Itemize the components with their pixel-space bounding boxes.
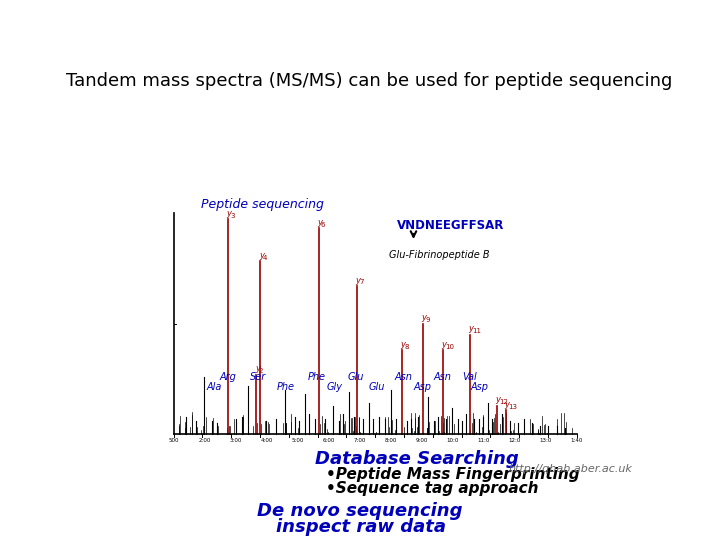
Text: 4: 4 [262, 255, 266, 261]
Text: Asp: Asp [413, 382, 431, 392]
Text: y: y [441, 340, 446, 349]
Text: y: y [318, 218, 323, 227]
Text: 2:00: 2:00 [199, 438, 211, 443]
Text: 6: 6 [320, 222, 325, 228]
Text: Asn: Asn [434, 372, 452, 382]
Text: Arg: Arg [220, 372, 237, 382]
Text: y: y [356, 275, 361, 285]
Text: De novo sequencing: De novo sequencing [256, 502, 462, 520]
Text: Database Searching: Database Searching [315, 450, 518, 468]
Text: 7: 7 [359, 279, 364, 286]
Text: 11: 11 [472, 328, 481, 334]
Text: Glu: Glu [348, 372, 364, 382]
Text: y: y [255, 364, 260, 373]
Text: y: y [400, 340, 405, 349]
Text: 4:00: 4:00 [261, 438, 273, 443]
Text: 9:00: 9:00 [415, 438, 428, 443]
Text: Asn: Asn [395, 372, 413, 382]
Text: 11:0: 11:0 [477, 438, 490, 443]
Text: Val: Val [462, 372, 477, 382]
Text: 10:0: 10:0 [446, 438, 459, 443]
Text: 13:0: 13:0 [539, 438, 552, 443]
Text: Glu: Glu [369, 382, 385, 392]
Text: inspect raw data: inspect raw data [276, 517, 446, 536]
Text: 500: 500 [168, 438, 179, 443]
Text: 7:00: 7:00 [354, 438, 366, 443]
Text: 1:40: 1:40 [570, 438, 583, 443]
Bar [174, 213, 577, 434]
Text: http://qbab.aber.ac.uk: http://qbab.aber.ac.uk [508, 464, 632, 475]
Text: VNDNEEGFFSAR: VNDNEEGFFSAR [397, 219, 505, 232]
Text: 5:00: 5:00 [292, 438, 304, 443]
Text: 12:0: 12:0 [508, 438, 521, 443]
Text: Phe: Phe [307, 372, 325, 382]
Text: 8: 8 [404, 344, 409, 350]
Text: 9: 9 [425, 317, 430, 323]
Text: Glu-Fibrinopeptide B: Glu-Fibrinopeptide B [390, 249, 490, 260]
Text: y: y [422, 313, 427, 322]
Text: Ala: Ala [207, 382, 222, 392]
Text: •Peptide Mass Fingerprinting: •Peptide Mass Fingerprinting [326, 467, 580, 482]
Text: y: y [227, 209, 232, 218]
Text: y: y [495, 395, 500, 404]
Text: 3: 3 [230, 213, 235, 219]
Text: Gly: Gly [327, 382, 343, 392]
Text: 3:00: 3:00 [230, 438, 242, 443]
Text: 13: 13 [508, 403, 517, 410]
Text: •Sequence tag approach: •Sequence tag approach [326, 481, 539, 496]
Text: Phe: Phe [276, 382, 294, 392]
Text: 8:00: 8:00 [384, 438, 397, 443]
Text: Tandem mass spectra (MS/MS) can be used for peptide sequencing: Tandem mass spectra (MS/MS) can be used … [66, 72, 672, 91]
Text: 6:00: 6:00 [323, 438, 335, 443]
Text: 10: 10 [445, 344, 454, 350]
Text: y: y [505, 400, 510, 409]
Text: Peptide sequencing: Peptide sequencing [201, 198, 324, 211]
Text: y: y [258, 251, 264, 260]
Text: y: y [468, 325, 473, 334]
Text: Asp: Asp [470, 382, 488, 392]
Text: 2: 2 [258, 368, 263, 374]
Text: Ser: Ser [251, 372, 266, 382]
Text: 12: 12 [499, 399, 508, 405]
